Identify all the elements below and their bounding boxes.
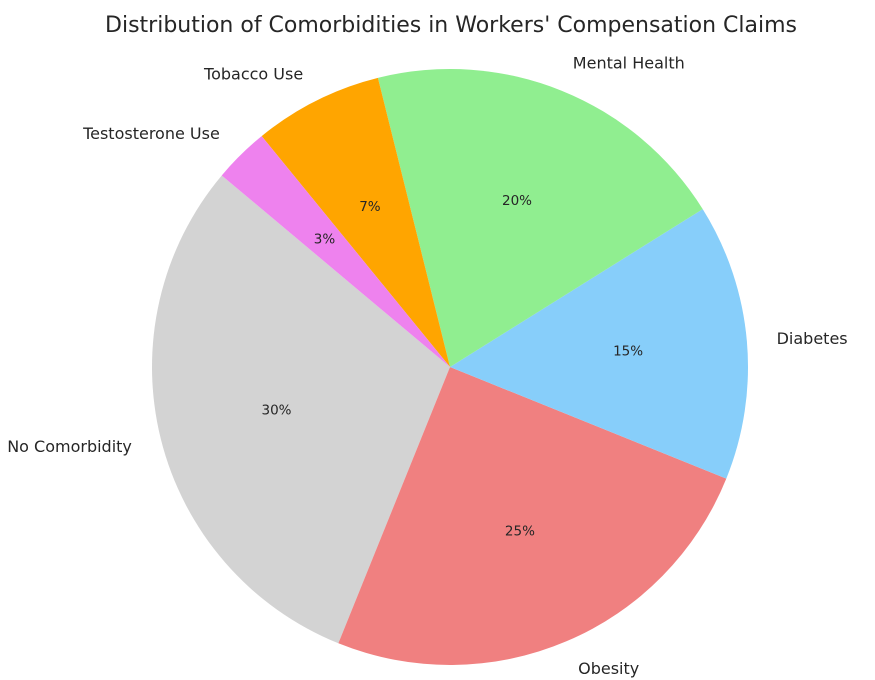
pie-slice-obesity <box>338 367 727 665</box>
category-label-testosterone-use: Testosterone Use <box>82 124 220 143</box>
category-label-obesity: Obesity <box>578 659 639 678</box>
chart-title: Distribution of Comorbidities in Workers… <box>105 13 797 38</box>
pie-slice-diabetes <box>450 209 749 479</box>
percent-label-tobacco-use: 7% <box>359 199 381 215</box>
pie-slice-tobacco-use <box>261 77 450 367</box>
percent-label-no-comorbidity: 30% <box>261 402 291 418</box>
category-label-no-comorbidity: No Comorbidity <box>7 437 132 456</box>
category-label-mental-health: Mental Health <box>573 54 685 73</box>
pie-slice-mental-health <box>377 68 703 368</box>
category-label-tobacco-use: Tobacco Use <box>203 64 303 83</box>
percent-label-obesity: 25% <box>505 524 535 540</box>
percent-label-diabetes: 15% <box>613 343 643 359</box>
percent-label-testosterone-use: 3% <box>314 232 336 248</box>
category-label-diabetes: Diabetes <box>777 329 848 348</box>
pie-slice-no-comorbidity <box>152 175 451 644</box>
pie-slices <box>152 68 749 665</box>
pie-labels: 30% No Comorbidity 25% Obesity 15% Diabetes 20… <box>7 54 847 679</box>
pie-slice-testosterone-use <box>221 136 450 367</box>
percent-label-mental-health: 20% <box>502 193 532 209</box>
